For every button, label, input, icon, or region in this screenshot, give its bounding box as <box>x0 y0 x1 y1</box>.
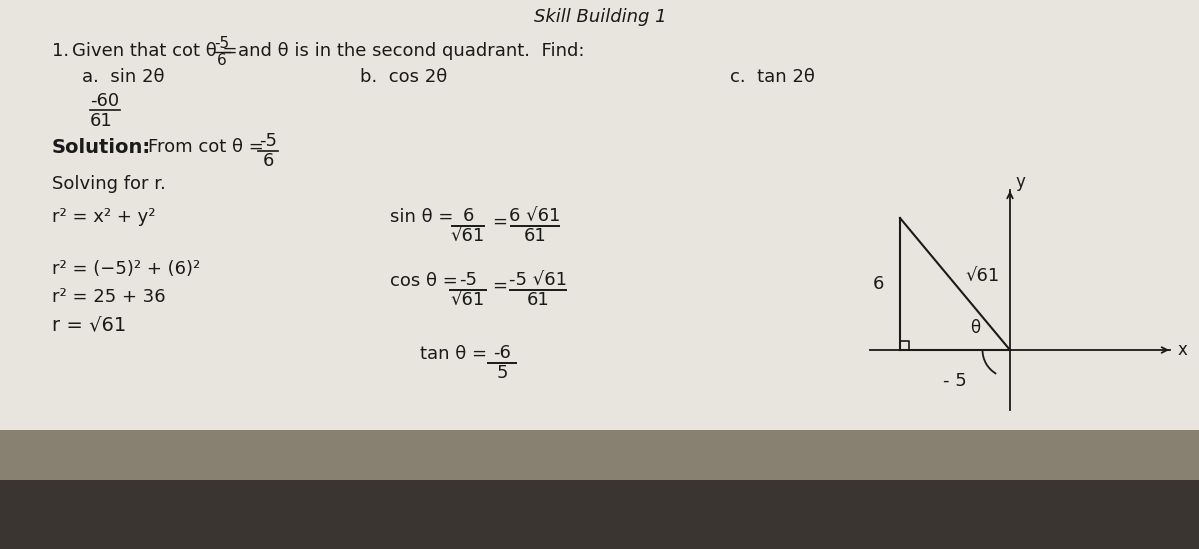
FancyBboxPatch shape <box>0 480 1199 549</box>
Text: θ: θ <box>970 319 980 337</box>
Text: 1.: 1. <box>52 42 70 60</box>
FancyBboxPatch shape <box>0 0 1199 490</box>
Text: -5: -5 <box>459 271 477 289</box>
Text: r² = x² + y²: r² = x² + y² <box>52 208 156 226</box>
Text: -5: -5 <box>259 132 277 150</box>
Text: Given that cot θ =: Given that cot θ = <box>72 42 237 60</box>
Text: 61: 61 <box>526 291 549 309</box>
Text: sin θ =: sin θ = <box>390 208 453 226</box>
Text: -5 √61: -5 √61 <box>510 271 567 289</box>
Text: x: x <box>1177 341 1188 359</box>
Text: √61: √61 <box>451 227 486 245</box>
Text: √61: √61 <box>965 267 999 285</box>
Text: a.  sin 2θ: a. sin 2θ <box>82 68 164 86</box>
Text: r² = (−5)² + (6)²: r² = (−5)² + (6)² <box>52 260 200 278</box>
Text: 6: 6 <box>217 53 227 68</box>
Text: tan θ =: tan θ = <box>420 345 487 363</box>
Text: b.  cos 2θ: b. cos 2θ <box>360 68 447 86</box>
Text: r² = 25 + 36: r² = 25 + 36 <box>52 288 165 306</box>
Text: Solving for r.: Solving for r. <box>52 175 165 193</box>
Text: Skill Building 1: Skill Building 1 <box>534 8 667 26</box>
Text: Solution:: Solution: <box>52 138 151 157</box>
Text: - 5: - 5 <box>944 372 966 390</box>
Text: cos θ =: cos θ = <box>390 272 458 290</box>
Text: -5: -5 <box>215 36 229 51</box>
Text: From cot θ =: From cot θ = <box>147 138 264 156</box>
Text: y: y <box>1016 173 1025 191</box>
Text: √61: √61 <box>451 291 486 309</box>
Text: 6: 6 <box>263 152 273 170</box>
Text: 61: 61 <box>90 112 113 130</box>
Text: -6: -6 <box>493 344 511 362</box>
Text: 6: 6 <box>873 275 884 293</box>
Text: =: = <box>492 213 507 231</box>
Text: -60: -60 <box>90 92 119 110</box>
Text: 6: 6 <box>463 207 474 225</box>
Text: r = √61: r = √61 <box>52 315 126 334</box>
FancyBboxPatch shape <box>0 430 1199 549</box>
Text: 5: 5 <box>496 364 507 382</box>
Text: and θ is in the second quadrant.  Find:: and θ is in the second quadrant. Find: <box>237 42 584 60</box>
Text: 61: 61 <box>524 227 547 245</box>
Text: c.  tan 2θ: c. tan 2θ <box>730 68 815 86</box>
Text: =: = <box>492 277 507 295</box>
Text: 6 √61: 6 √61 <box>510 207 561 225</box>
